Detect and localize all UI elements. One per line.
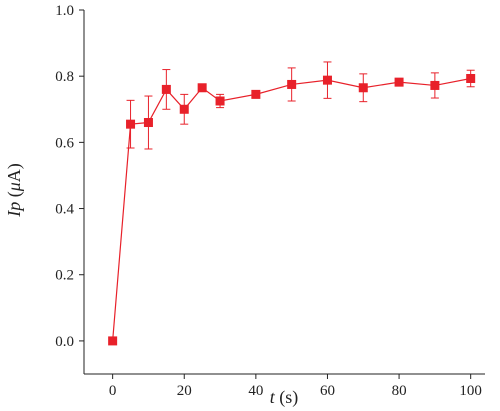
data-point [251,89,261,99]
data-series [108,61,476,346]
data-point [394,77,404,87]
data-point [358,83,368,93]
data-point [126,119,136,129]
data-point [322,75,332,85]
data-point [287,79,297,89]
y-tick-label: 0.2 [55,268,74,284]
x-axis-title: t (s) [270,387,299,408]
x-tick-label: 80 [392,383,407,399]
y-tick-label: 0.8 [55,69,74,85]
y-axis-title: Ip (μA) [4,163,25,218]
x-tick-label: 100 [459,383,482,399]
y-tick-label: 0.6 [55,135,74,151]
x-tick-label: 60 [320,383,335,399]
data-point [143,118,153,128]
data-point [108,336,118,346]
y-tick-label: 0.0 [55,334,74,350]
data-point [430,80,440,90]
series-line [112,77,471,341]
data-point [215,96,225,106]
data-point [161,84,171,94]
plot-frame [83,10,485,375]
x-axis-ticks: 0 20 40 60 80 100 [109,374,482,399]
y-tick-label: 0.4 [55,202,74,218]
data-point [466,73,476,83]
data-point [179,104,189,114]
x-tick-label: 0 [109,383,117,399]
x-tick-label: 40 [248,383,263,399]
y-axis-ticks: 0.0 0.2 0.4 0.6 0.8 1.0 [55,3,84,350]
data-point [197,83,207,93]
x-tick-label: 20 [177,383,192,399]
y-tick-label: 1.0 [55,3,74,19]
